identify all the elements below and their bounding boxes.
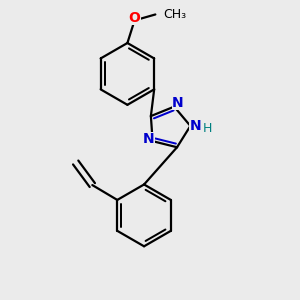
Text: H: H [202, 122, 212, 135]
Text: N: N [172, 96, 184, 110]
Text: CH₃: CH₃ [163, 8, 186, 21]
Text: N: N [143, 132, 155, 146]
Text: O: O [129, 11, 140, 25]
Text: N: N [189, 119, 201, 133]
